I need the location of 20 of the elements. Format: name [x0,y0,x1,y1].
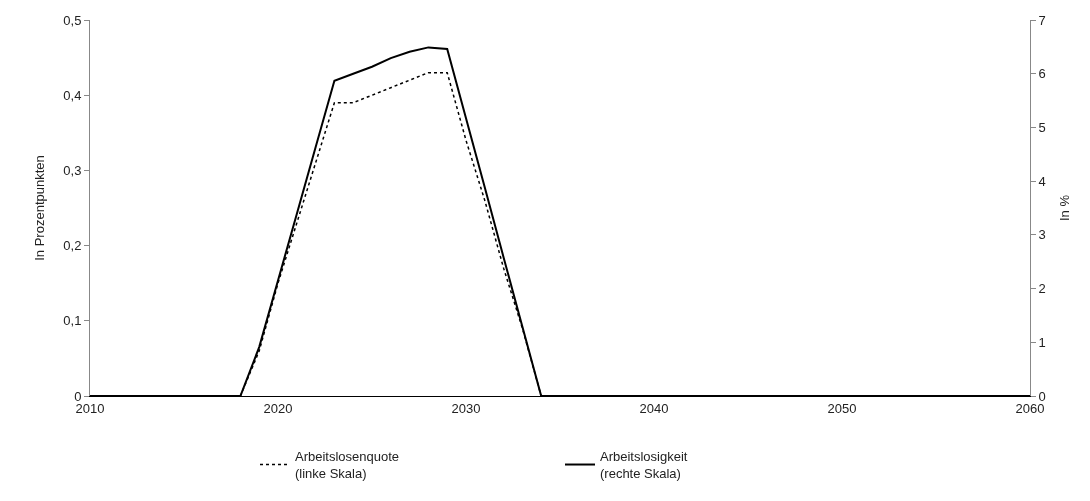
y2-tick-label: 2 [1038,281,1046,297]
y-tick-label: 0,5 [63,12,82,28]
x-tick-label: 2050 [827,400,857,416]
y-tick-label: 0,2 [63,238,82,254]
y-tick-label: 0,3 [63,162,82,178]
y-tick-label: 0,1 [63,313,82,329]
y2-tick-label: 5 [1038,119,1046,135]
y2-tick-label: 7 [1038,12,1046,28]
legend-label: Arbeitslosenquote (linke Skala) [295,449,400,482]
y2-tick-label: 1 [1038,334,1046,350]
legend-label: Arbeitslosigkeit (rechte Skala) [600,449,688,482]
y2-tick-label: 3 [1038,227,1046,243]
y2-tick-label: 6 [1038,66,1046,82]
x-tick-label: 2030 [451,400,481,416]
x-tick-label: 2040 [639,400,669,416]
y-tick-label: 0,4 [63,87,82,103]
y-axis-title: In Prozentpunkten [32,155,48,261]
x-tick-label: 2020 [263,400,293,416]
y2-tick-label: 4 [1038,173,1046,189]
y2-axis-title: In % [1057,194,1073,222]
